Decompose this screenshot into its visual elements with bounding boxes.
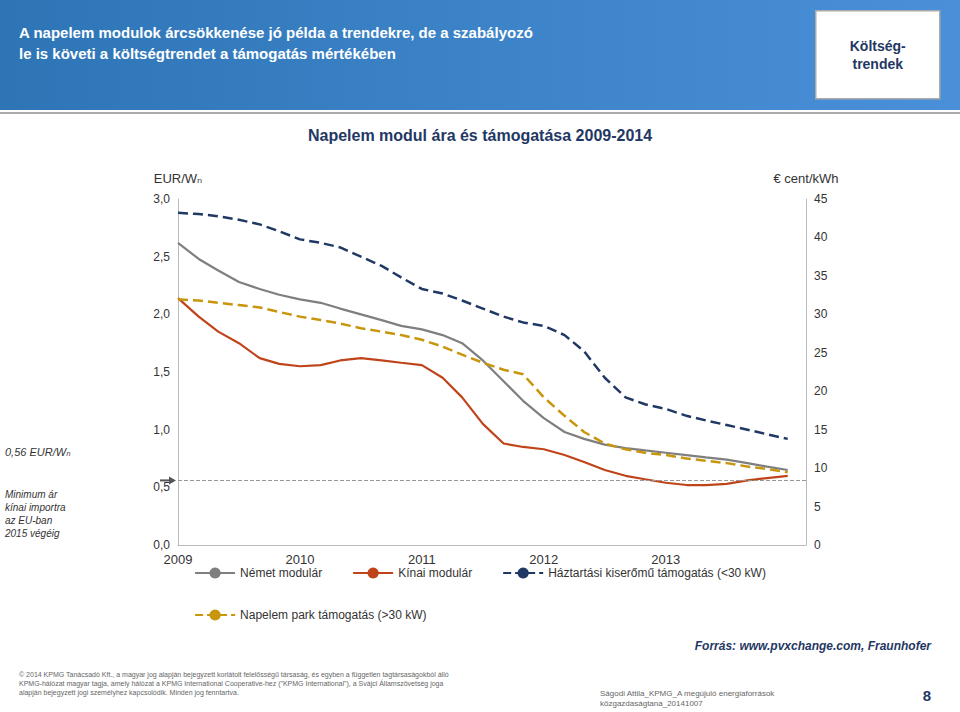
svg-text:Napelem park támogatás (>30 kW: Napelem park támogatás (>30 kW) bbox=[240, 608, 426, 622]
svg-text:kínai importra: kínai importra bbox=[5, 502, 66, 513]
svg-text:2015 végéig: 2015 végéig bbox=[4, 528, 60, 539]
svg-text:le is követi a költségtrendet: le is követi a költségtrendet a támogatá… bbox=[19, 45, 396, 62]
svg-text:2,5: 2,5 bbox=[153, 250, 170, 264]
svg-text:1,0: 1,0 bbox=[153, 423, 170, 437]
svg-text:2009: 2009 bbox=[164, 552, 193, 567]
svg-text:2011: 2011 bbox=[408, 552, 436, 567]
svg-text:0,0: 0,0 bbox=[153, 538, 170, 552]
svg-text:30: 30 bbox=[814, 307, 828, 321]
svg-text:20: 20 bbox=[814, 384, 828, 398]
svg-text:A napelem modulok árcsökkenése: A napelem modulok árcsökkenése jó példa … bbox=[19, 24, 533, 41]
svg-text:€ cent/kWh: € cent/kWh bbox=[773, 171, 838, 186]
svg-text:0: 0 bbox=[814, 538, 821, 552]
svg-text:alapján bejegyzett jogi személ: alapján bejegyzett jogi személyhez kapcs… bbox=[19, 689, 239, 697]
svg-text:40: 40 bbox=[814, 230, 828, 244]
svg-text:2,0: 2,0 bbox=[153, 307, 170, 321]
svg-text:Ságodi Attila_KPMG_A megújuló: Ságodi Attila_KPMG_A megújuló energiafor… bbox=[600, 689, 775, 698]
svg-text:© 2014 KPMG Tanácsadó Kft., a: © 2014 KPMG Tanácsadó Kft., a magyar jog… bbox=[19, 671, 449, 679]
svg-text:25: 25 bbox=[814, 346, 828, 360]
svg-text:Minimum ár: Minimum ár bbox=[5, 489, 58, 500]
svg-text:45: 45 bbox=[814, 192, 828, 206]
svg-text:Forrás: www.pvxchange.com, Fra: Forrás: www.pvxchange.com, Fraunhofer bbox=[695, 639, 933, 653]
svg-text:2010: 2010 bbox=[285, 552, 314, 567]
svg-text:Napelem modul ára és támogatás: Napelem modul ára és támogatása 2009-201… bbox=[308, 127, 652, 144]
svg-text:2013: 2013 bbox=[651, 552, 680, 567]
svg-text:az EU-ban: az EU-ban bbox=[5, 515, 53, 526]
svg-text:5: 5 bbox=[814, 500, 821, 514]
svg-text:0,56 EUR/Wₙ: 0,56 EUR/Wₙ bbox=[5, 446, 71, 458]
svg-text:Német modulár: Német modulár bbox=[240, 566, 322, 580]
svg-text:10: 10 bbox=[814, 461, 828, 475]
svg-text:0,5: 0,5 bbox=[153, 480, 170, 494]
svg-text:Kínai modulár: Kínai modulár bbox=[398, 566, 472, 580]
svg-text:KPMG-hálózat magyar tagja, ame: KPMG-hálózat magyar tagja, amely hálózat… bbox=[19, 679, 443, 688]
svg-text:3,0: 3,0 bbox=[153, 192, 170, 206]
svg-text:35: 35 bbox=[814, 269, 828, 283]
svg-text:Háztartási kiserőmű támogatás: Háztartási kiserőmű támogatás (<30 kW) bbox=[548, 566, 766, 580]
svg-text:1,5: 1,5 bbox=[153, 365, 170, 379]
svg-text:trendek: trendek bbox=[852, 56, 903, 72]
svg-text:8: 8 bbox=[923, 687, 931, 704]
svg-text:2012: 2012 bbox=[529, 552, 558, 567]
svg-text:EUR/Wₙ: EUR/Wₙ bbox=[154, 171, 203, 186]
svg-text:közgazdaságtana_20141007: közgazdaságtana_20141007 bbox=[600, 699, 703, 708]
svg-text:Költség-: Költség- bbox=[850, 38, 906, 54]
svg-text:15: 15 bbox=[814, 423, 828, 437]
